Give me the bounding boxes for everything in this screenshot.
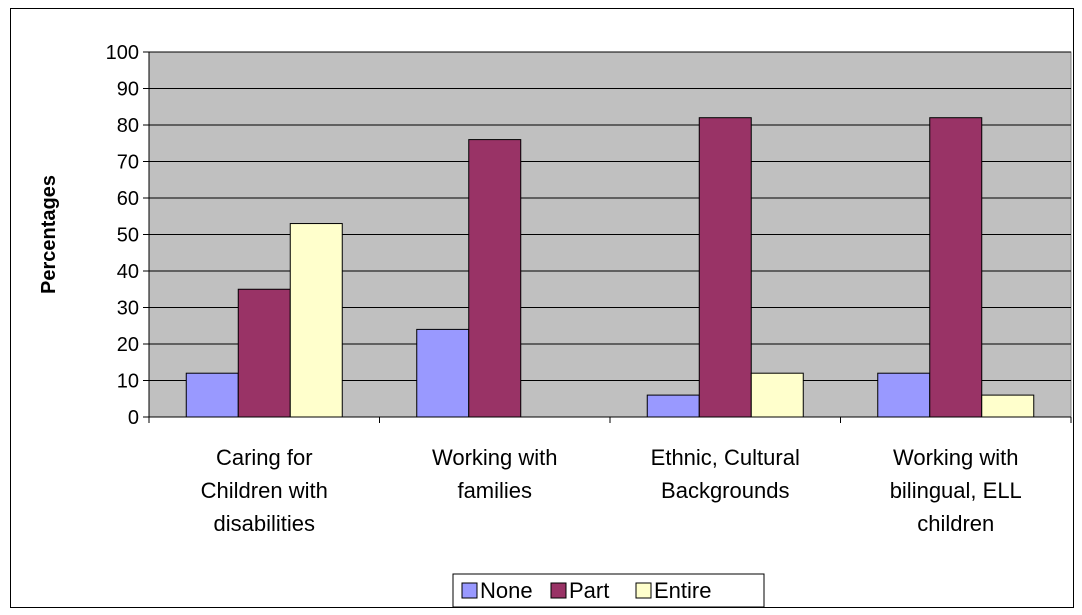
legend-label-part: Part [569,578,609,603]
bar-part [698,117,752,418]
y-tick-label: 60 [117,188,139,210]
bar-none [877,372,931,418]
y-tick-label: 100 [106,42,139,64]
legend-swatch-entire [635,582,652,599]
legend-label-none: None [480,578,533,603]
y-tick-label: 70 [117,152,139,174]
legend-box [452,573,765,608]
y-tick-label: 10 [117,371,139,393]
bar-none [185,372,239,418]
x-category-label: Backgrounds [661,478,789,503]
x-category-label: Ethnic, Cultural [651,445,800,470]
bar-none [646,394,700,418]
legend-swatch-part [550,582,567,599]
y-axis-title: Percentages [38,175,60,294]
x-category-label: Working with [432,445,558,470]
x-category-label: bilingual, ELL [890,478,1022,503]
bar-part [468,139,522,418]
bar-entire [289,223,343,418]
y-tick-label: 90 [117,79,139,101]
y-tick-label: 30 [117,298,139,320]
x-category-label: children [917,511,994,536]
bar-part [237,288,291,418]
y-tick-label: 50 [117,225,139,247]
bar-entire [750,372,804,418]
legend-swatch-none [461,582,478,599]
y-tick-label: 80 [117,115,139,137]
y-tick-label: 20 [117,334,139,356]
x-category-label: families [457,478,532,503]
x-category-label: Working with [893,445,1019,470]
y-tick-label: 0 [128,407,139,429]
legend-label-entire: Entire [654,578,711,603]
x-category-label: Caring for [216,445,313,470]
y-tick-label: 40 [117,261,139,283]
x-category-label: disabilities [214,511,316,536]
x-category-label: Children with [201,478,328,503]
bar-part [929,117,983,418]
bar-none [416,328,470,418]
bar-entire [981,394,1035,418]
